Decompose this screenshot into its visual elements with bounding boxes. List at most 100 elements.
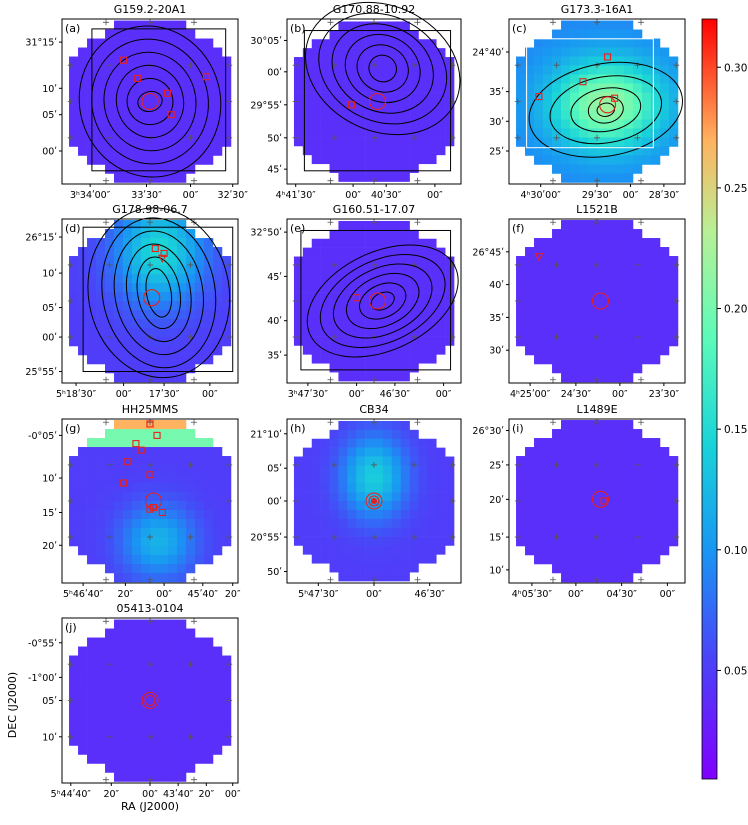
pixel-cell — [641, 438, 652, 448]
grid-cross — [147, 661, 153, 668]
pixel-cell — [338, 39, 348, 49]
grid-cross — [553, 334, 560, 341]
pixel-cell — [659, 309, 670, 320]
x-tick-label: 3ʰ47ʹ30″ — [288, 389, 329, 400]
pixel-cell — [516, 483, 526, 493]
pixel-cell — [302, 110, 313, 120]
pixel-cell — [588, 164, 598, 174]
pixel-cell — [185, 501, 196, 511]
pixel-cell — [543, 318, 553, 329]
grid-cross — [187, 733, 194, 740]
pixel-cell — [588, 456, 598, 466]
pixel-cell — [561, 119, 571, 129]
pixel-cell — [311, 74, 321, 85]
grid-cross — [594, 177, 600, 184]
pixel-cell — [561, 101, 571, 111]
pixel-cell — [614, 292, 625, 302]
pixel-cell — [320, 327, 330, 337]
pixel-cell — [632, 238, 643, 248]
pixel-cell — [632, 274, 643, 284]
pixel-cell — [158, 83, 169, 93]
pixel-cell — [409, 145, 419, 156]
pixel-cell — [543, 545, 553, 556]
pixel-cell — [356, 238, 366, 248]
pixel-cell — [382, 536, 393, 546]
pixel-cell — [78, 137, 88, 147]
pixel-cell — [597, 56, 607, 66]
pixel-cell — [141, 465, 151, 475]
pixel-cell — [588, 509, 598, 520]
pixel-cell — [347, 145, 357, 156]
pixel-cell — [374, 238, 384, 248]
markers — [591, 490, 610, 508]
pixel-cell — [365, 256, 375, 266]
pixel-cell — [365, 327, 375, 337]
pixel-cell — [552, 501, 562, 511]
pixel-cell — [293, 501, 304, 511]
pixel-cell — [114, 655, 124, 665]
pixel-cell — [329, 274, 339, 284]
grid-cross — [414, 177, 421, 184]
pixel-cell — [614, 474, 625, 484]
pixel-cell — [105, 536, 115, 547]
pixel-cell — [87, 646, 97, 656]
pixel-cell — [302, 137, 313, 147]
pixel-cell — [400, 74, 410, 85]
pixel-cell — [158, 554, 169, 565]
pixel-cell — [382, 220, 393, 231]
pixel-cell — [659, 119, 670, 129]
pixel-cell — [167, 336, 178, 347]
grid-cross — [327, 576, 334, 583]
pixel-cell — [114, 628, 124, 638]
markers — [120, 56, 210, 119]
pixel-cell — [614, 309, 625, 320]
pixel-cell — [579, 536, 589, 547]
pixel-cell — [579, 363, 589, 374]
pixel-cell — [400, 256, 410, 266]
pixel-cell — [623, 327, 634, 338]
y-tick-label: 40ʹ — [267, 316, 282, 327]
pixel-cell — [176, 554, 187, 565]
pixel-cell — [302, 456, 313, 466]
pixel-cell — [365, 363, 375, 373]
pixel-cell — [641, 56, 652, 66]
pixel-cell — [123, 718, 133, 728]
pixel-cell — [158, 637, 169, 647]
pixel-cell — [141, 727, 151, 737]
pixel-cell — [123, 754, 133, 764]
pixel-cell — [632, 527, 643, 538]
pixel-cell — [374, 283, 384, 293]
pixel-cell — [150, 56, 160, 66]
pixel-cell — [293, 101, 304, 111]
x-tick-label: 20″ — [225, 589, 241, 600]
pixel-cell — [150, 292, 160, 302]
y-tick-label: 35ʹ — [267, 351, 282, 362]
pixel-cell — [123, 20, 133, 30]
grid-cross — [330, 534, 337, 541]
pixel-cell — [659, 274, 670, 284]
pixel-cell — [132, 363, 142, 374]
pixel-cell — [632, 318, 643, 329]
pixel-cell — [311, 119, 321, 129]
pixel-cell — [221, 474, 232, 484]
pixel-cell — [293, 465, 304, 475]
pixel-cell — [347, 563, 357, 573]
pixel-cell — [516, 527, 526, 538]
pixel-cell — [158, 229, 169, 239]
pixel-cell — [632, 256, 643, 266]
pixel-cell — [445, 327, 455, 337]
pixel-cell — [588, 372, 598, 383]
pixel-cell — [212, 101, 223, 111]
pixel-cell — [329, 256, 339, 266]
pixel-cell — [105, 137, 115, 147]
grid-cross — [673, 62, 680, 69]
axes-frame — [286, 18, 462, 185]
pixel-cell — [185, 247, 196, 257]
pixel-cell — [194, 155, 205, 165]
pixel-cell — [123, 527, 133, 538]
pixel-cell — [185, 265, 196, 275]
pixel-cell — [365, 501, 375, 511]
pixel-cell — [132, 238, 142, 248]
pixel-cell — [320, 247, 330, 257]
pixel-cell — [614, 563, 625, 574]
